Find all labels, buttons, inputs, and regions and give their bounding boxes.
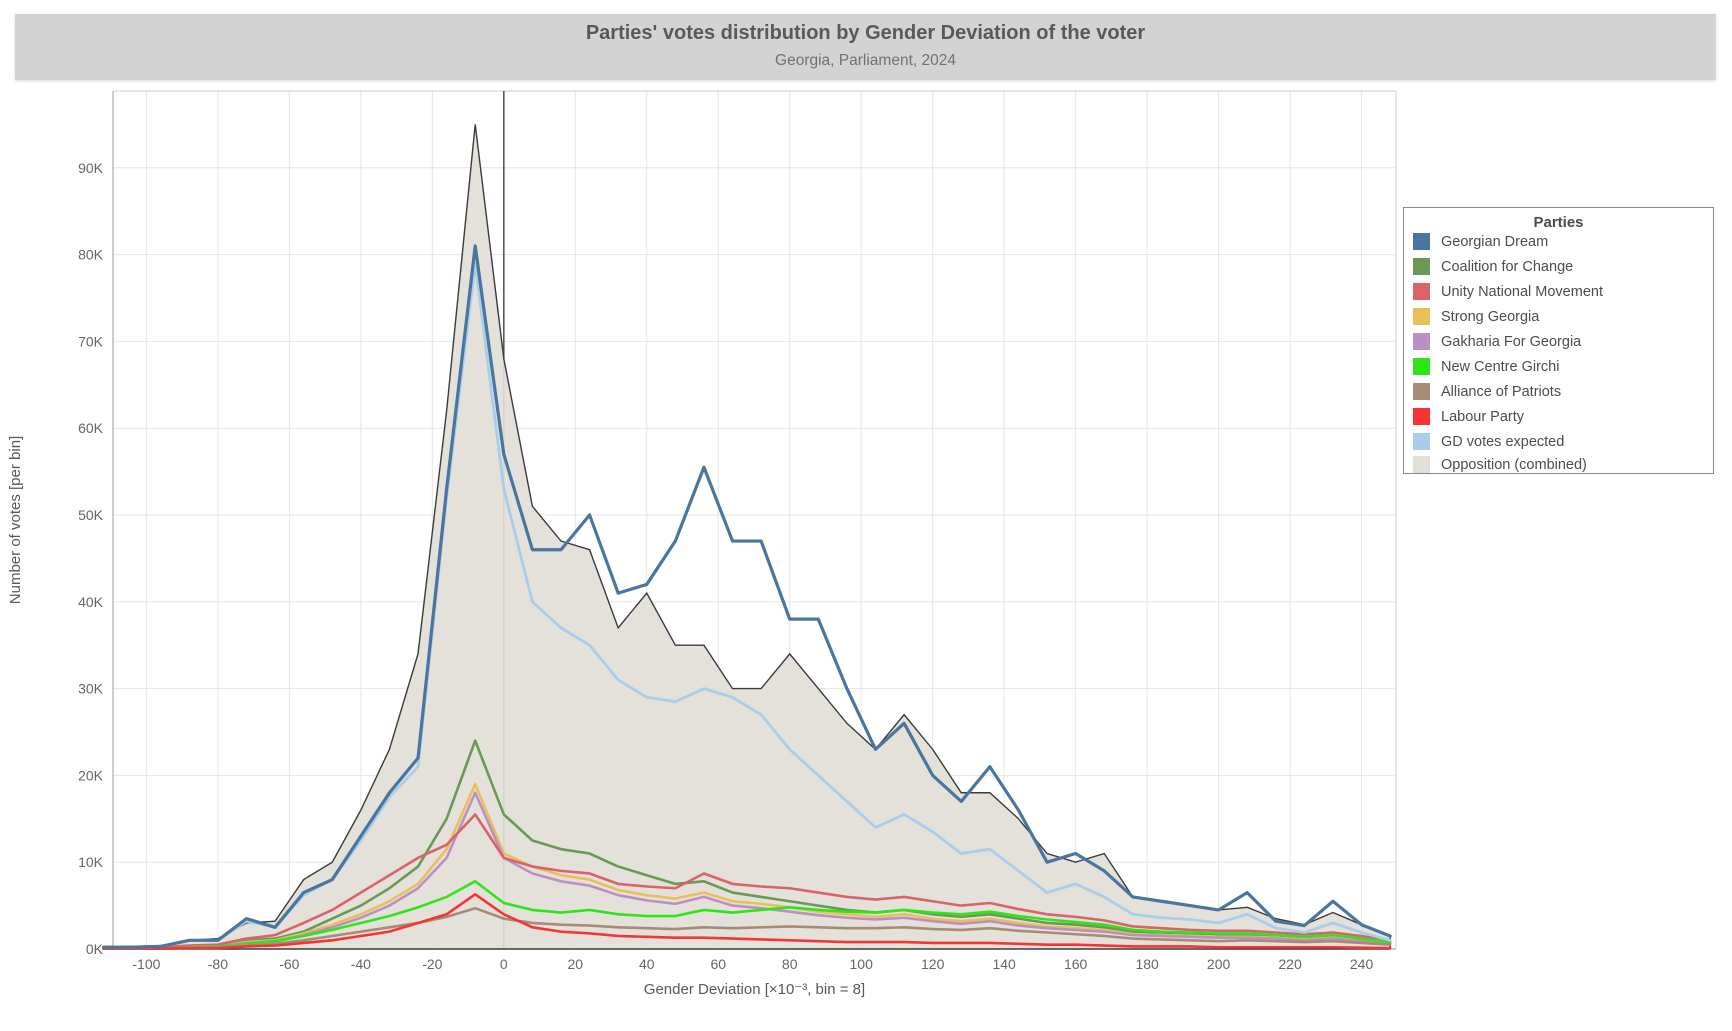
svg-text:40K: 40K xyxy=(78,594,104,610)
svg-text:100: 100 xyxy=(850,956,874,972)
svg-text:140: 140 xyxy=(992,956,1016,972)
svg-text:Number of votes [per bin]: Number of votes [per bin] xyxy=(7,436,24,604)
svg-text:90K: 90K xyxy=(78,160,104,176)
svg-text:10K: 10K xyxy=(78,854,104,870)
svg-text:70K: 70K xyxy=(78,333,104,349)
svg-text:-80: -80 xyxy=(208,956,228,972)
svg-text:200: 200 xyxy=(1207,956,1231,972)
svg-text:0K: 0K xyxy=(86,941,104,957)
svg-text:Gender Deviation [×10⁻³, bin =: Gender Deviation [×10⁻³, bin = 8] xyxy=(644,981,865,998)
svg-text:-20: -20 xyxy=(422,956,442,972)
svg-text:80: 80 xyxy=(782,956,798,972)
svg-text:50K: 50K xyxy=(78,507,104,523)
svg-text:180: 180 xyxy=(1135,956,1159,972)
svg-text:-60: -60 xyxy=(279,956,299,972)
svg-text:160: 160 xyxy=(1064,956,1088,972)
svg-text:20: 20 xyxy=(567,956,583,972)
svg-text:240: 240 xyxy=(1350,956,1374,972)
svg-text:120: 120 xyxy=(921,956,945,972)
svg-text:60: 60 xyxy=(710,956,726,972)
svg-text:80K: 80K xyxy=(78,247,104,263)
svg-text:40: 40 xyxy=(639,956,655,972)
svg-text:220: 220 xyxy=(1278,956,1302,972)
svg-text:30K: 30K xyxy=(78,681,104,697)
svg-text:0: 0 xyxy=(500,956,508,972)
svg-text:60K: 60K xyxy=(78,420,104,436)
svg-text:-100: -100 xyxy=(132,956,160,972)
svg-text:-40: -40 xyxy=(351,956,371,972)
svg-text:20K: 20K xyxy=(78,767,104,783)
